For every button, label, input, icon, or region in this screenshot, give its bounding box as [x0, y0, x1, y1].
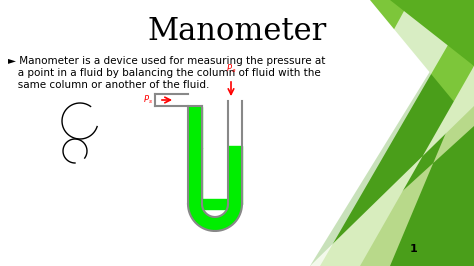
Text: Manometer: Manometer [147, 16, 327, 47]
Text: a point in a fluid by balancing the column of fluid with the: a point in a fluid by balancing the colu… [8, 68, 321, 78]
Polygon shape [390, 0, 474, 66]
Text: same column or another of the fluid.: same column or another of the fluid. [8, 80, 210, 90]
Polygon shape [320, 66, 474, 266]
Polygon shape [310, 0, 474, 266]
Text: $P_a$: $P_a$ [226, 63, 236, 75]
Text: 1: 1 [410, 244, 418, 254]
Polygon shape [310, 66, 474, 266]
Polygon shape [370, 0, 474, 126]
Text: ► Manometer is a device used for measuring the pressure at: ► Manometer is a device used for measuri… [8, 56, 325, 66]
Polygon shape [188, 204, 242, 231]
Text: $P_s$: $P_s$ [143, 94, 153, 106]
Polygon shape [265, 0, 474, 266]
